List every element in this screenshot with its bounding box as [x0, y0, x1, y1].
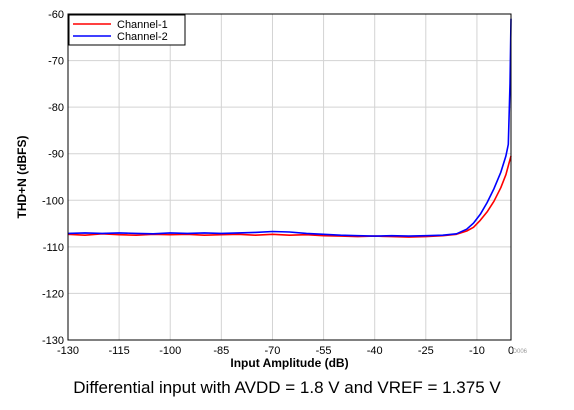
chart: -130 -115 -100 -85 -70 -55 -40 -25 -10 0 -60-70-8… [15, 9, 528, 370]
series-line-1 [67, 155, 512, 238]
y-tick-label: -110 [43, 242, 64, 254]
x-tick-label: -25 [418, 345, 434, 357]
y-tick-label: -60 [48, 9, 64, 21]
x-tick-label: -40 [367, 345, 383, 357]
y-tick-label: -100 [42, 195, 64, 207]
y-tick-label: -130 [42, 335, 64, 347]
x-tick-label: -70 [265, 345, 281, 357]
legend-label: Channel-1 [117, 19, 168, 31]
grid [67, 13, 512, 341]
y-axis-title: THD+N (dBFS) [15, 136, 29, 219]
legend-label: Channel-2 [117, 31, 168, 43]
x-axis-title: Input Amplitude (dB) [230, 356, 348, 370]
figure-caption: Differential input with AVDD = 1.8 V and… [73, 378, 501, 397]
x-axis: -130 -115 -100 -85 -70 -55 -40 -25 -10 0 [57, 345, 514, 357]
x-tick-label: -100 [159, 345, 181, 357]
series-line-2 [67, 18, 512, 237]
figure-id-watermark: D006 [513, 349, 528, 355]
x-tick-label: -115 [109, 345, 130, 357]
x-tick-label: -55 [316, 345, 332, 357]
x-tick-label: -10 [469, 345, 485, 357]
y-axis: -60 -70 -80 -90 -100 -110 -120 -130 [42, 9, 64, 347]
x-tick-label: -130 [57, 345, 79, 357]
y-tick-label: -80 [48, 102, 64, 114]
y-tick-label: -90 [48, 149, 64, 161]
x-tick-label: 0 [508, 345, 514, 357]
x-tick-label: -85 [213, 345, 229, 357]
legend-box [68, 14, 186, 46]
plot-frame [67, 13, 512, 341]
y-tick-label: -70 [48, 56, 64, 68]
y-tick-label: -120 [42, 288, 64, 300]
series-layer [67, 18, 512, 238]
